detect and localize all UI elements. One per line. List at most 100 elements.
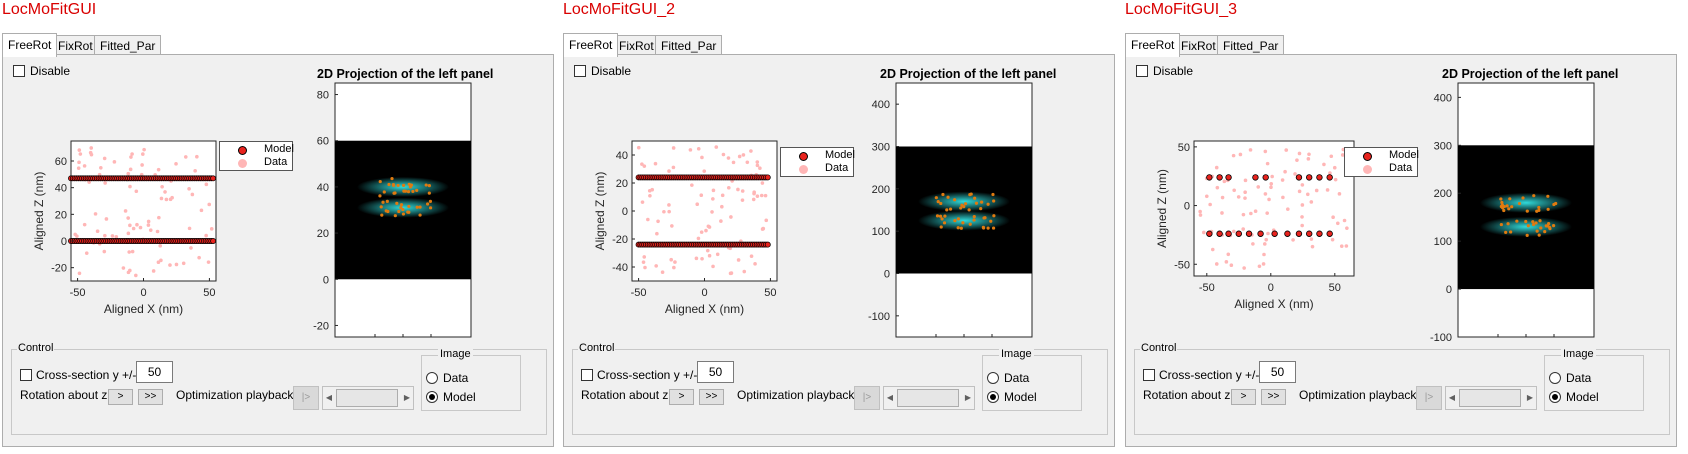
checkbox-box[interactable] [20, 368, 32, 381]
data-point [653, 161, 658, 166]
data-localization [399, 203, 404, 207]
proj-y-tick-label: -100 [868, 311, 890, 323]
data-localization [1499, 222, 1503, 227]
data-point [755, 160, 760, 164]
disable-checkbox[interactable]: Disable [1136, 63, 1193, 78]
data-localization [1535, 229, 1539, 233]
playback-play-button[interactable]: |> [1416, 386, 1442, 410]
radio-button[interactable] [987, 390, 999, 403]
image-option-model[interactable]: Model [987, 389, 1037, 404]
data-point [742, 269, 747, 274]
data-localization [1506, 222, 1510, 226]
data-point [1249, 211, 1253, 216]
model-point [1216, 174, 1223, 181]
playback-slider[interactable]: ◀ ▶ [1445, 386, 1537, 410]
data-point [95, 229, 100, 234]
cross-section-checkbox[interactable]: Cross-section y +/- [1143, 367, 1259, 382]
image-option-data[interactable]: Data [987, 370, 1029, 385]
data-point [1345, 226, 1349, 230]
rotation-label: Rotation about z [1143, 388, 1231, 402]
radio-button[interactable] [1549, 371, 1561, 384]
slider-right-arrow-icon[interactable]: ▶ [964, 393, 972, 402]
playback-slider[interactable]: ◀ ▶ [322, 386, 414, 410]
tab-fitted-par[interactable]: Fitted_Par [655, 35, 723, 56]
slider-left-arrow-icon[interactable]: ◀ [1448, 393, 1456, 402]
playback-slider[interactable]: ◀ ▶ [883, 386, 975, 410]
proj-y-tick-label: 200 [1434, 188, 1452, 200]
slider-left-arrow-icon[interactable]: ◀ [325, 393, 333, 402]
data-localization [1526, 224, 1530, 228]
data-point [134, 273, 138, 278]
checkbox-box[interactable] [581, 368, 593, 381]
proj-y-tick-label: 200 [872, 184, 890, 196]
data-point [696, 236, 701, 241]
tab-freerot[interactable]: FreeRot [2, 33, 58, 57]
data-point [741, 153, 746, 157]
tab-fitted-par[interactable]: Fitted_Par [94, 35, 162, 56]
tab-freerot[interactable]: FreeRot [1125, 33, 1181, 57]
data-localization [390, 176, 394, 181]
disable-checkbox[interactable]: Disable [574, 63, 631, 78]
data-localization [401, 183, 406, 188]
playback-play-button[interactable]: |> [293, 386, 319, 410]
slider-right-arrow-icon[interactable]: ▶ [403, 393, 411, 402]
radio-button[interactable] [987, 371, 999, 384]
data-point [102, 249, 107, 254]
rotate-step-button[interactable]: > [1231, 389, 1256, 405]
tab-fixrot[interactable]: FixRot [52, 35, 99, 56]
data-point [1269, 185, 1273, 190]
disable-checkbox[interactable]: Disable [13, 63, 70, 78]
slider-thumb[interactable] [1459, 389, 1521, 407]
rotate-fast-button[interactable]: >> [699, 389, 724, 405]
tab-fixrot[interactable]: FixRot [1175, 35, 1222, 56]
data-point [77, 148, 82, 152]
checkbox-box[interactable] [574, 64, 586, 77]
data-point [1241, 212, 1246, 217]
data-point [656, 219, 660, 224]
tab-freerot[interactable]: FreeRot [563, 33, 619, 57]
image-option-model[interactable]: Model [1549, 389, 1599, 404]
data-localization [939, 225, 943, 229]
image-option-data[interactable]: Data [426, 370, 468, 385]
data-point [88, 150, 93, 155]
radio-button[interactable] [426, 371, 438, 384]
tab-fixrot[interactable]: FixRot [613, 35, 660, 56]
data-point [207, 202, 212, 207]
legend-model-row: Model [220, 143, 294, 158]
checkbox-box[interactable] [1136, 64, 1148, 77]
data-point [181, 261, 186, 266]
tab-fitted-par[interactable]: Fitted_Par [1217, 35, 1285, 56]
slider-right-arrow-icon[interactable]: ▶ [1526, 393, 1534, 402]
data-point [1224, 260, 1229, 264]
proj-y-tick-label: 0 [884, 269, 890, 281]
proj-y-tick-label: 80 [317, 90, 329, 102]
data-point [1265, 161, 1270, 166]
data-localization [396, 183, 400, 188]
data-point [130, 152, 134, 156]
playback-play-button[interactable]: |> [854, 386, 880, 410]
cross-section-checkbox[interactable]: Cross-section y +/- [581, 367, 697, 382]
checkbox-box[interactable] [1143, 368, 1155, 381]
data-localization [945, 208, 949, 212]
rotate-step-button[interactable]: > [669, 389, 694, 405]
data-localization [1499, 197, 1503, 201]
data-localization [1507, 207, 1511, 211]
radio-button[interactable] [426, 390, 438, 403]
scatter-plot: -50 0 50 50 0 -50 Aligned X (nm) Aligned Z (nm) [1155, 140, 1355, 311]
rotate-fast-button[interactable]: >> [138, 389, 163, 405]
cross-section-input[interactable]: 50 [136, 361, 173, 383]
rotate-step-button[interactable]: > [108, 389, 133, 405]
image-option-data[interactable]: Data [1549, 370, 1591, 385]
slider-left-arrow-icon[interactable]: ◀ [886, 393, 894, 402]
cross-section-input[interactable]: 50 [1259, 361, 1296, 383]
data-point [1300, 215, 1304, 219]
radio-button[interactable] [1549, 390, 1561, 403]
checkbox-box[interactable] [13, 64, 25, 77]
cross-section-input[interactable]: 50 [697, 361, 734, 383]
image-option-model[interactable]: Model [426, 389, 476, 404]
slider-thumb[interactable] [336, 389, 398, 407]
slider-thumb[interactable] [897, 389, 959, 407]
cross-section-checkbox[interactable]: Cross-section y +/- [20, 367, 136, 382]
data-point [667, 203, 671, 207]
rotate-fast-button[interactable]: >> [1261, 389, 1286, 405]
